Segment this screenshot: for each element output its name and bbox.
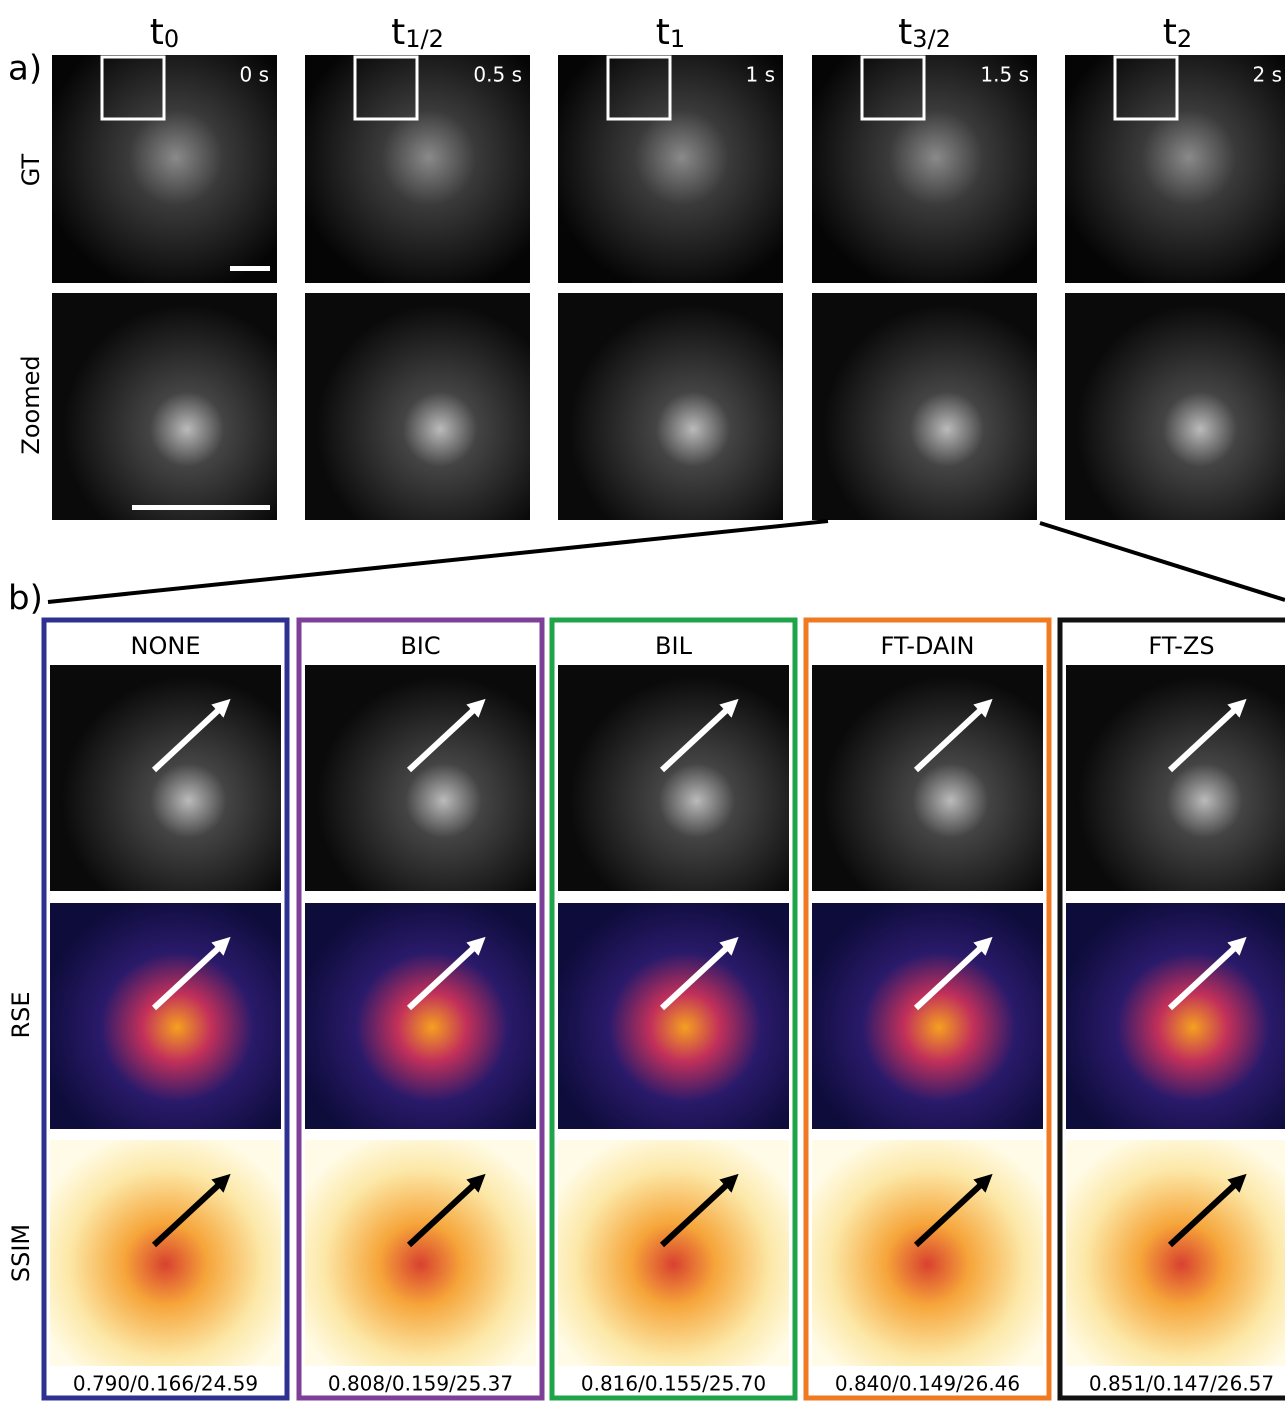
ssim-map <box>812 1140 1043 1366</box>
panel-label: b) <box>8 579 43 619</box>
method-name: FT-ZS <box>1148 632 1214 660</box>
ssim-map <box>558 1140 789 1366</box>
header-base: t <box>1163 12 1177 53</box>
row-label: SSIM <box>7 1224 35 1282</box>
metrics: 0.840/0.149/26.46 <box>835 1372 1020 1396</box>
method-image <box>50 665 281 891</box>
header-sub: 1 <box>670 25 685 53</box>
method-image <box>305 665 536 891</box>
metrics: 0.851/0.147/26.57 <box>1089 1372 1274 1396</box>
row-label: GT <box>17 153 45 186</box>
rse-map <box>558 903 789 1129</box>
method-name: FT-DAIN <box>880 632 974 660</box>
zoomed-image <box>52 293 277 520</box>
method-image <box>558 665 789 891</box>
zoomed-image <box>558 293 783 520</box>
metrics: 0.816/0.155/25.70 <box>581 1372 766 1396</box>
column-header: t3/2 <box>898 12 951 53</box>
column-header: t2 <box>1163 12 1192 53</box>
row-label: Zoomed <box>17 355 45 454</box>
header-base: t <box>150 12 164 53</box>
method-image <box>1066 665 1285 891</box>
header-base: t <box>898 12 912 53</box>
rse-map <box>1066 903 1285 1129</box>
zoom-connector <box>1040 523 1285 600</box>
ssim-map <box>1066 1140 1285 1366</box>
gt-image <box>1065 55 1285 283</box>
header-sub: 0 <box>164 25 179 53</box>
figure: a)t00 st1/20.5 st11 st3/21.5 st22 sGTZoo… <box>0 0 1285 1402</box>
time-stamp: 1.5 s <box>980 63 1029 87</box>
rse-map <box>50 903 281 1129</box>
header-sub: 2 <box>1177 25 1192 53</box>
panel-label: a) <box>8 49 42 89</box>
header-base: t <box>391 12 405 53</box>
rse-map <box>812 903 1043 1129</box>
method-name: BIL <box>655 632 693 660</box>
zoomed-image <box>1065 293 1285 520</box>
time-stamp: 2 s <box>1252 63 1282 87</box>
time-stamp: 0 s <box>239 63 269 87</box>
method-name: BIC <box>400 632 440 660</box>
metrics: 0.808/0.159/25.37 <box>328 1372 513 1396</box>
time-stamp: 1 s <box>745 63 775 87</box>
ssim-map <box>50 1140 281 1366</box>
metrics: 0.790/0.166/24.59 <box>73 1372 258 1396</box>
zoomed-image <box>305 293 530 520</box>
scale-bar <box>230 266 270 271</box>
method-name: NONE <box>131 632 201 660</box>
column-header: t1/2 <box>391 12 444 53</box>
ssim-map <box>305 1140 536 1366</box>
row-label: RSE <box>7 991 35 1038</box>
time-stamp: 0.5 s <box>473 63 522 87</box>
header-sub: 1/2 <box>405 25 444 53</box>
header-base: t <box>656 12 670 53</box>
zoom-connector <box>48 521 828 602</box>
column-header: t1 <box>656 12 685 53</box>
scale-bar <box>132 505 270 510</box>
rse-map <box>305 903 536 1129</box>
column-header: t0 <box>150 12 179 53</box>
method-image <box>812 665 1043 891</box>
header-sub: 3/2 <box>912 25 951 53</box>
page: a)t00 st1/20.5 st11 st3/21.5 st22 sGTZoo… <box>0 0 1285 1402</box>
zoomed-image <box>812 293 1037 520</box>
